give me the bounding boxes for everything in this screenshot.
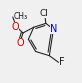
Text: F: F <box>59 57 64 67</box>
Text: Cl: Cl <box>40 9 48 18</box>
Text: N: N <box>50 24 57 34</box>
Text: O: O <box>12 22 19 32</box>
Text: O: O <box>16 38 24 48</box>
Text: CH₃: CH₃ <box>14 12 28 21</box>
